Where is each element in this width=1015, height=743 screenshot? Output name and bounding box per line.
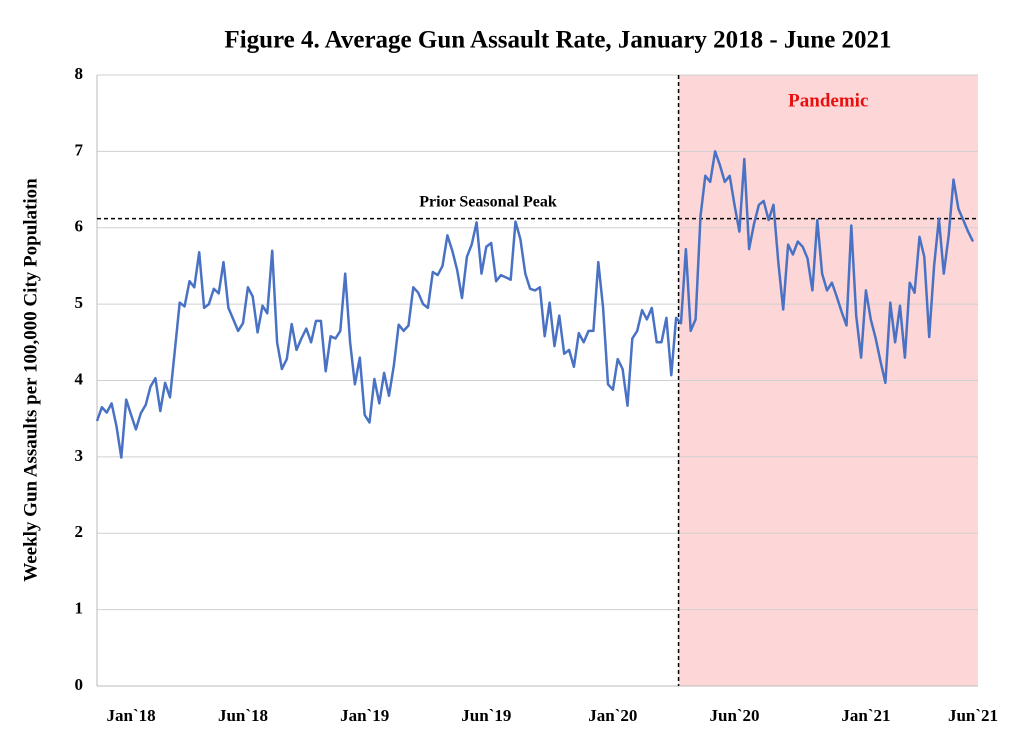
- data-line: [95, 150, 975, 459]
- y-tick-label: 6: [75, 217, 84, 236]
- reference-label: Prior Seasonal Peak: [419, 193, 557, 210]
- x-tick-label: Jan`19: [340, 706, 389, 725]
- pandemic-label: Pandemic: [788, 90, 868, 111]
- y-tick-label: 4: [75, 369, 84, 388]
- y-tick-label: 8: [75, 64, 84, 83]
- y-tick-label: 2: [75, 522, 84, 541]
- y-tick-label: 7: [75, 140, 84, 159]
- x-tick-label: Jun`21: [948, 706, 998, 725]
- x-tick-label: Jun`20: [709, 706, 759, 725]
- chart-title: Figure 4. Average Gun Assault Rate, Janu…: [224, 27, 891, 54]
- x-tick-label: Jan`18: [107, 706, 156, 725]
- x-tick-label: Jun`19: [461, 706, 511, 725]
- x-tick-label: Jan`21: [841, 706, 890, 725]
- x-tick-label: Jun`18: [218, 706, 268, 725]
- x-tick-label: Jan`20: [588, 706, 637, 725]
- y-axis-label: Weekly Gun Assaults per 100,000 City Pop…: [20, 178, 41, 582]
- y-tick-label: 5: [75, 293, 84, 312]
- y-tick-label: 3: [75, 446, 84, 465]
- y-tick-label: 1: [75, 599, 84, 618]
- y-tick-label: 0: [75, 675, 84, 694]
